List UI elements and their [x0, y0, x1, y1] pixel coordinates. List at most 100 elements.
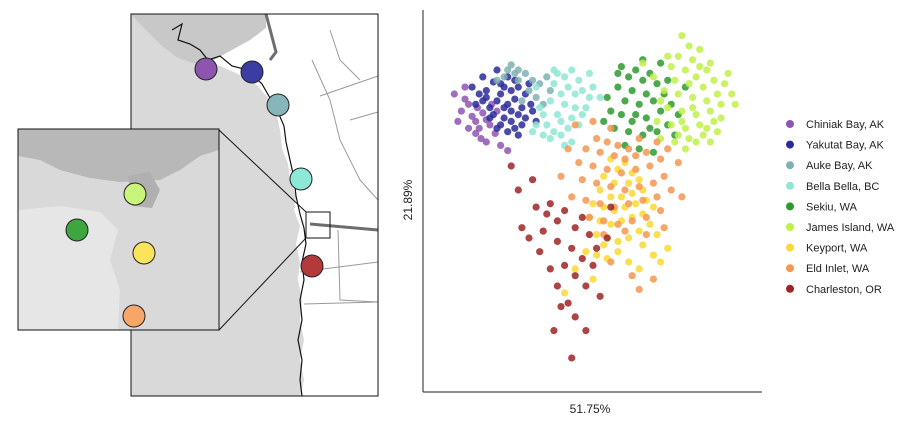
- point-charleston-or: [525, 234, 533, 242]
- point-chiniak-bay-ak: [461, 83, 469, 91]
- point-keyport-wa: [625, 234, 633, 242]
- point-chiniak-bay-ak: [479, 109, 487, 117]
- point-yakutat-bay-ak: [511, 124, 519, 132]
- point-bella-bella-bc: [553, 111, 561, 119]
- site-marker-bella-bella-bc: [289, 167, 313, 191]
- point-charleston-or: [532, 203, 540, 211]
- point-auke-bay-ak: [532, 93, 540, 101]
- point-james-island-wa: [692, 73, 700, 81]
- site-marker-james-island-wa: [123, 182, 147, 206]
- legend-swatch-chiniak-bay-ak: [786, 120, 794, 128]
- point-sekiu-wa: [653, 80, 661, 88]
- point-eld-inlet-wa: [653, 193, 661, 201]
- point-eld-inlet-wa: [649, 179, 657, 187]
- legend-label-yakutat-bay-ak: Yakutat Bay, AK: [806, 140, 885, 152]
- point-sekiu-wa: [607, 107, 615, 115]
- point-james-island-wa: [657, 97, 665, 105]
- point-eld-inlet-wa: [582, 196, 590, 204]
- point-yakutat-bay-ak: [482, 87, 490, 95]
- point-charleston-or: [596, 292, 604, 300]
- site-markers: [65, 57, 324, 328]
- coastline: [171, 22, 307, 397]
- point-james-island-wa: [671, 76, 679, 84]
- point-charleston-or: [571, 272, 579, 280]
- point-james-island-wa: [671, 138, 679, 146]
- point-charleston-or: [553, 217, 561, 225]
- site-marker-yakutat-bay-ak: [240, 60, 264, 84]
- point-james-island-wa: [681, 145, 689, 153]
- legend-swatch-sekiu-wa: [786, 202, 794, 211]
- point-auke-bay-ak: [500, 73, 508, 81]
- point-charleston-or: [546, 265, 554, 273]
- point-yakutat-bay-ak: [518, 104, 526, 112]
- point-charleston-or: [561, 261, 569, 269]
- point-keyport-wa: [593, 231, 601, 239]
- point-eld-inlet-wa: [564, 145, 572, 153]
- point-keyport-wa: [657, 258, 665, 266]
- point-bella-bella-bc: [596, 93, 604, 101]
- point-sekiu-wa: [628, 87, 636, 95]
- point-james-island-wa: [699, 83, 707, 91]
- point-keyport-wa: [639, 241, 647, 249]
- point-keyport-wa: [646, 220, 654, 228]
- point-auke-bay-ak: [521, 69, 529, 77]
- point-eld-inlet-wa: [582, 145, 590, 153]
- point-bella-bella-bc: [571, 90, 579, 98]
- point-auke-bay-ak: [507, 61, 515, 69]
- point-bella-bella-bc: [578, 111, 586, 119]
- point-eld-inlet-wa: [571, 121, 579, 129]
- point-chiniak-bay-ak: [450, 90, 458, 98]
- point-sekiu-wa: [603, 93, 611, 101]
- point-chiniak-bay-ak: [457, 107, 465, 115]
- point-eld-inlet-wa: [674, 159, 682, 167]
- point-bella-bella-bc: [561, 100, 569, 108]
- legend-label-eld-inlet-wa: Eld Inlet, WA: [806, 263, 870, 275]
- point-eld-inlet-wa: [660, 224, 668, 232]
- point-charleston-or: [564, 299, 572, 307]
- point-james-island-wa: [653, 117, 661, 125]
- point-bella-bella-bc: [536, 104, 544, 112]
- point-bella-bella-bc: [550, 80, 558, 88]
- point-keyport-wa: [589, 200, 597, 208]
- point-bella-bella-bc: [589, 83, 597, 91]
- point-yakutat-bay-ak: [493, 124, 501, 132]
- point-eld-inlet-wa: [642, 213, 650, 221]
- point-auke-bay-ak: [546, 87, 554, 95]
- border-line: [264, 13, 278, 61]
- point-eld-inlet-wa: [646, 162, 654, 170]
- point-yakutat-bay-ak: [514, 111, 522, 119]
- point-keyport-wa: [614, 248, 622, 256]
- point-keyport-wa: [635, 176, 643, 184]
- point-yakutat-bay-ak: [493, 66, 501, 74]
- site-marker-charleston-or: [300, 254, 324, 278]
- point-eld-inlet-wa: [621, 155, 629, 163]
- point-chiniak-bay-ak: [475, 124, 483, 132]
- point-james-island-wa: [674, 52, 682, 60]
- point-chiniak-bay-ak: [504, 147, 512, 155]
- point-james-island-wa: [689, 56, 697, 64]
- point-yakutat-bay-ak: [500, 104, 508, 112]
- point-yakutat-bay-ak: [475, 90, 483, 98]
- point-bella-bella-bc: [568, 138, 576, 146]
- point-eld-inlet-wa: [625, 145, 633, 153]
- point-yakutat-bay-ak: [521, 114, 529, 122]
- point-james-island-wa: [717, 114, 725, 122]
- point-james-island-wa: [699, 131, 707, 139]
- point-bella-bella-bc: [571, 104, 579, 112]
- point-sekiu-wa: [657, 107, 665, 115]
- point-charleston-or: [553, 237, 561, 245]
- point-chiniak-bay-ak: [461, 95, 469, 103]
- point-eld-inlet-wa: [632, 152, 640, 160]
- point-bella-bella-bc: [568, 66, 576, 74]
- point-chiniak-bay-ak: [497, 141, 505, 149]
- point-bella-bella-bc: [546, 97, 554, 105]
- legend-swatch-james-island-wa: [786, 223, 794, 231]
- point-sekiu-wa: [646, 124, 654, 132]
- point-sekiu-wa: [614, 83, 622, 91]
- point-james-island-wa: [717, 100, 725, 108]
- point-keyport-wa: [600, 241, 608, 249]
- point-sekiu-wa: [617, 111, 625, 119]
- point-yakutat-bay-ak: [479, 97, 487, 105]
- state-line: [299, 29, 379, 305]
- point-james-island-wa: [692, 138, 700, 146]
